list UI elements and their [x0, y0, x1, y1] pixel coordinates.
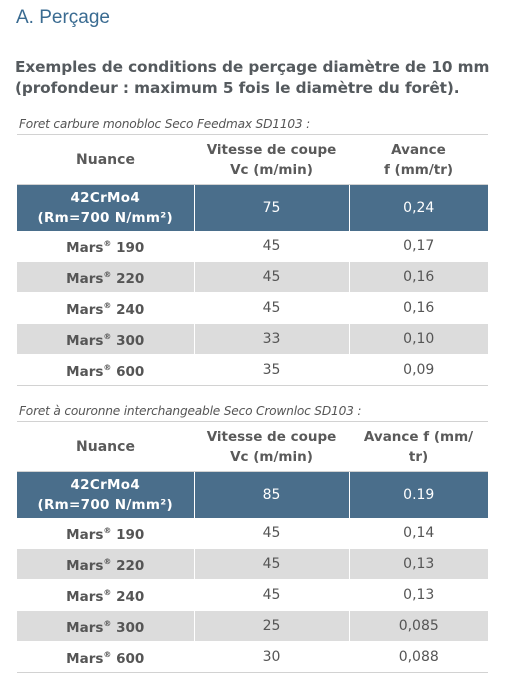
material-grade: Mars® 240 — [17, 292, 195, 324]
intro-paragraph: Exemples de conditions de perçage diamèt… — [15, 57, 505, 99]
highlight-row: 42CrMo4 (Rm=700 N/mm²) 75 0,24 — [17, 184, 488, 231]
cutting-speed-value: 45 — [194, 548, 350, 580]
cutting-speed-value: 35 — [194, 354, 350, 386]
highlight-cutting-speed: 85 — [194, 471, 350, 518]
material-grade: Mars® 300 — [17, 323, 195, 355]
cutting-speed-value: 33 — [194, 323, 350, 355]
material-grade: Mars® 600 — [17, 354, 195, 386]
table-row: Mars® 190 45 0,14 — [17, 518, 488, 549]
header-feed: Avance f (mm/tr) — [349, 421, 488, 472]
cutting-speed-value: 25 — [194, 610, 350, 642]
table-header-row: Nuance Vitesse de coupe Vc (m/min) Avance… — [17, 421, 488, 472]
highlight-cutting-speed: 75 — [194, 184, 350, 231]
highlight-material: 42CrMo4 (Rm=700 N/mm²) — [17, 184, 195, 231]
table-row: Mars® 240 45 0,13 — [17, 579, 488, 611]
highlight-feed: 0.19 — [349, 471, 488, 518]
feed-value: 0,088 — [349, 641, 488, 673]
feed-value: 0,09 — [349, 354, 488, 386]
material-grade: Mars® 240 — [17, 579, 195, 611]
intro-line-1: Exemples de conditions de perçage diamèt… — [15, 58, 490, 76]
material-grade: Mars® 600 — [17, 641, 195, 673]
table-row: Mars® 190 45 0,17 — [17, 231, 488, 262]
cutting-conditions-table-1: Nuance Vitesse de coupe Vc (m/min) Avance… — [17, 134, 488, 386]
header-cutting-speed: Vitesse de coupe Vc (m/min) — [194, 421, 349, 472]
feed-value: 0,16 — [349, 292, 488, 324]
table-1-caption: Foret carbure monobloc Seco Feedmax SD11… — [19, 117, 311, 131]
material-grade: Mars® 220 — [17, 548, 195, 580]
table-row: Mars® 600 30 0,088 — [17, 641, 488, 673]
highlight-feed: 0,24 — [349, 184, 488, 231]
header-feed: Avance f (mm/tr) — [349, 134, 488, 185]
cutting-speed-value: 45 — [194, 579, 350, 611]
table-row: Mars® 600 35 0,09 — [17, 354, 488, 386]
cutting-speed-value: 30 — [194, 641, 350, 673]
feed-value: 0,10 — [349, 323, 488, 355]
table-row: Mars® 220 45 0,16 — [17, 261, 488, 293]
feed-value: 0,085 — [349, 610, 488, 642]
table-row: Mars® 220 45 0,13 — [17, 548, 488, 580]
intro-line-2: (profondeur : maximum 5 fois le diamètre… — [15, 79, 460, 97]
highlight-material: 42CrMo4 (Rm=700 N/mm²) — [17, 471, 195, 518]
material-grade: Mars® 190 — [17, 518, 195, 549]
feed-value: 0,17 — [349, 231, 488, 262]
header-cutting-speed: Vitesse de coupe Vc (m/min) — [194, 134, 349, 185]
header-nuance: Nuance — [17, 134, 194, 185]
table-2-caption: Foret à couronne interchangeable Seco Cr… — [19, 404, 362, 418]
table-row: Mars® 240 45 0,16 — [17, 292, 488, 324]
table-row: Mars® 300 33 0,10 — [17, 323, 488, 355]
table-row: Mars® 300 25 0,085 — [17, 610, 488, 642]
cutting-speed-value: 45 — [194, 261, 350, 293]
highlight-row: 42CrMo4 (Rm=700 N/mm²) 85 0.19 — [17, 471, 488, 518]
material-grade: Mars® 220 — [17, 261, 195, 293]
cutting-conditions-table-2: Nuance Vitesse de coupe Vc (m/min) Avance… — [17, 421, 488, 673]
cutting-speed-value: 45 — [194, 292, 350, 324]
feed-value: 0,13 — [349, 579, 488, 611]
material-grade: Mars® 190 — [17, 231, 195, 262]
cutting-speed-value: 45 — [194, 518, 350, 549]
cutting-speed-value: 45 — [194, 231, 350, 262]
feed-value: 0,16 — [349, 261, 488, 293]
section-title: A. Perçage — [16, 7, 110, 28]
table-header-row: Nuance Vitesse de coupe Vc (m/min) Avance… — [17, 134, 488, 185]
feed-value: 0,14 — [349, 518, 488, 549]
header-nuance: Nuance — [17, 421, 194, 472]
material-grade: Mars® 300 — [17, 610, 195, 642]
feed-value: 0,13 — [349, 548, 488, 580]
